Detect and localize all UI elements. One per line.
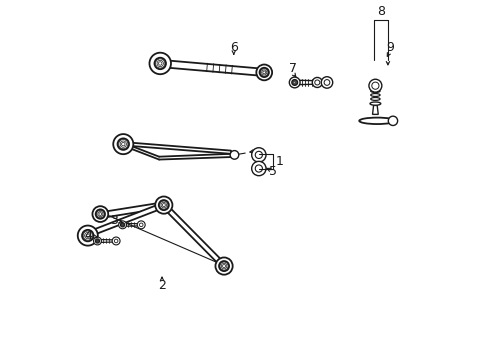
- Circle shape: [82, 230, 93, 241]
- Circle shape: [137, 221, 145, 229]
- Text: 2: 2: [158, 279, 165, 292]
- Text: 9: 9: [385, 41, 393, 54]
- Text: 6: 6: [229, 41, 237, 54]
- Circle shape: [113, 134, 133, 154]
- Text: 8: 8: [376, 5, 384, 18]
- Circle shape: [78, 226, 98, 246]
- Circle shape: [95, 239, 100, 243]
- Circle shape: [92, 206, 108, 222]
- Circle shape: [251, 161, 265, 176]
- Circle shape: [255, 165, 262, 172]
- Circle shape: [155, 197, 172, 214]
- Circle shape: [93, 237, 101, 245]
- Circle shape: [291, 80, 297, 85]
- Ellipse shape: [370, 98, 379, 100]
- Circle shape: [119, 221, 126, 229]
- Circle shape: [312, 77, 322, 87]
- Circle shape: [159, 200, 168, 210]
- Circle shape: [368, 79, 381, 92]
- Text: 1: 1: [275, 155, 283, 168]
- Circle shape: [154, 58, 165, 69]
- Text: 5: 5: [268, 165, 277, 177]
- Circle shape: [114, 239, 118, 243]
- Circle shape: [324, 80, 329, 85]
- Circle shape: [117, 138, 129, 150]
- Circle shape: [371, 82, 378, 89]
- Ellipse shape: [370, 90, 379, 93]
- Circle shape: [96, 210, 105, 219]
- Circle shape: [215, 257, 232, 275]
- Text: 7: 7: [288, 62, 296, 75]
- Polygon shape: [93, 203, 164, 234]
- Circle shape: [321, 77, 332, 88]
- Circle shape: [255, 151, 262, 158]
- Circle shape: [289, 77, 300, 88]
- Circle shape: [219, 261, 228, 271]
- Text: 4: 4: [84, 229, 92, 242]
- Polygon shape: [162, 203, 225, 268]
- Circle shape: [230, 150, 238, 159]
- Ellipse shape: [369, 102, 380, 105]
- Ellipse shape: [359, 118, 394, 124]
- Circle shape: [149, 53, 171, 74]
- Circle shape: [256, 64, 271, 80]
- Polygon shape: [372, 105, 378, 114]
- Circle shape: [314, 80, 319, 85]
- Circle shape: [120, 223, 124, 227]
- Circle shape: [112, 237, 120, 245]
- Ellipse shape: [370, 94, 379, 96]
- Text: 3: 3: [109, 214, 117, 227]
- Circle shape: [387, 116, 397, 126]
- Circle shape: [259, 68, 268, 77]
- Circle shape: [139, 223, 142, 226]
- Circle shape: [251, 148, 265, 162]
- Polygon shape: [107, 202, 164, 217]
- Polygon shape: [160, 60, 264, 76]
